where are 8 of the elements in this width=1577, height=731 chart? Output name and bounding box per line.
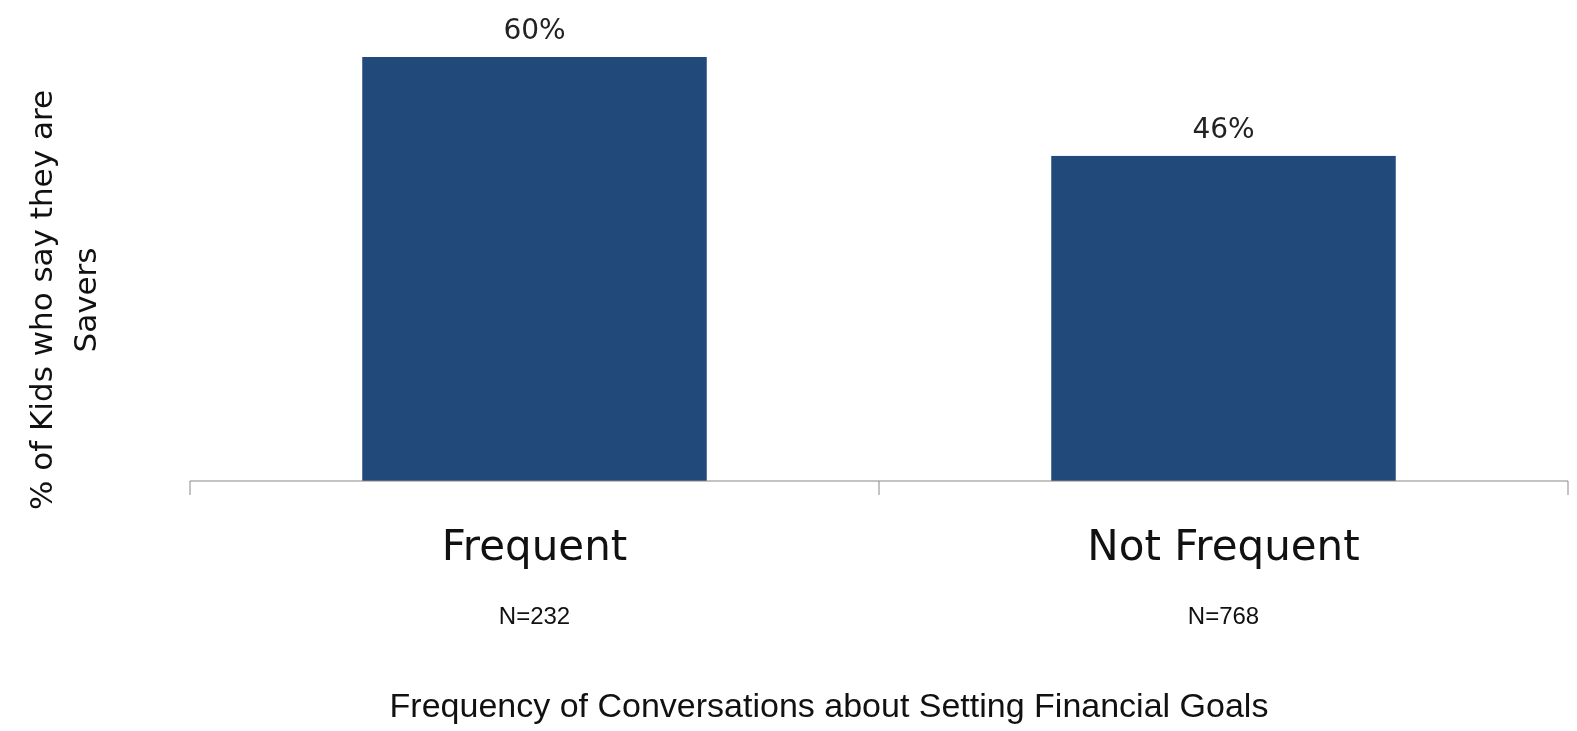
x-tick-label: Not Frequent [1087,521,1360,570]
data-label: 46% [1192,111,1255,145]
x-tick-label: Frequent [441,521,628,570]
text: N=232 [498,602,571,629]
x-axis-title: Frequency of Conversations about Setting Financial Goals [389,686,1269,724]
data-label: 60% [503,13,566,46]
text: N=768 [1187,602,1260,629]
y-axis-title: % of Kids who say they are Savers [23,89,103,511]
